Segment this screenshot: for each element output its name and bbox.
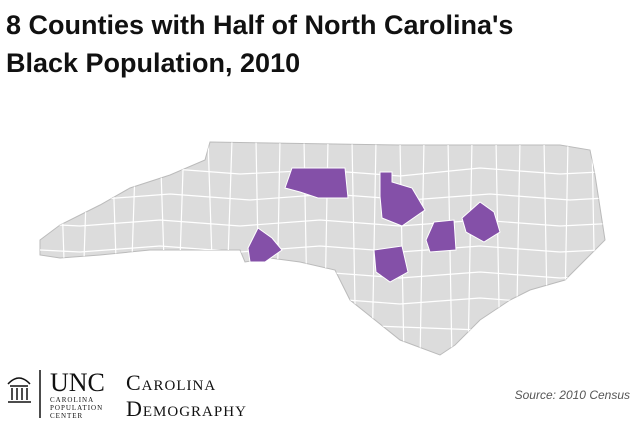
- source-note: Source: 2010 Census: [514, 388, 630, 402]
- unc-logo-icon: [7, 370, 41, 418]
- county: [373, 245, 409, 283]
- county: [284, 167, 349, 199]
- title: 8 Counties with Half of North Carolina's…: [6, 6, 513, 82]
- title-line: 8 Counties with Half of North Carolina's: [6, 10, 514, 40]
- brand-line: Demography: [126, 396, 247, 421]
- county: [461, 201, 501, 243]
- brand-line: Carolina: [126, 370, 217, 395]
- highlighted-counties: [247, 167, 501, 283]
- county: [425, 219, 457, 253]
- county: [379, 171, 426, 227]
- county: [247, 227, 283, 263]
- logo-short: UNC: [50, 368, 105, 397]
- title-line: Black Population, 2010: [6, 48, 301, 78]
- logo-sub: CAROLINA POPULATION CENTER: [50, 396, 104, 420]
